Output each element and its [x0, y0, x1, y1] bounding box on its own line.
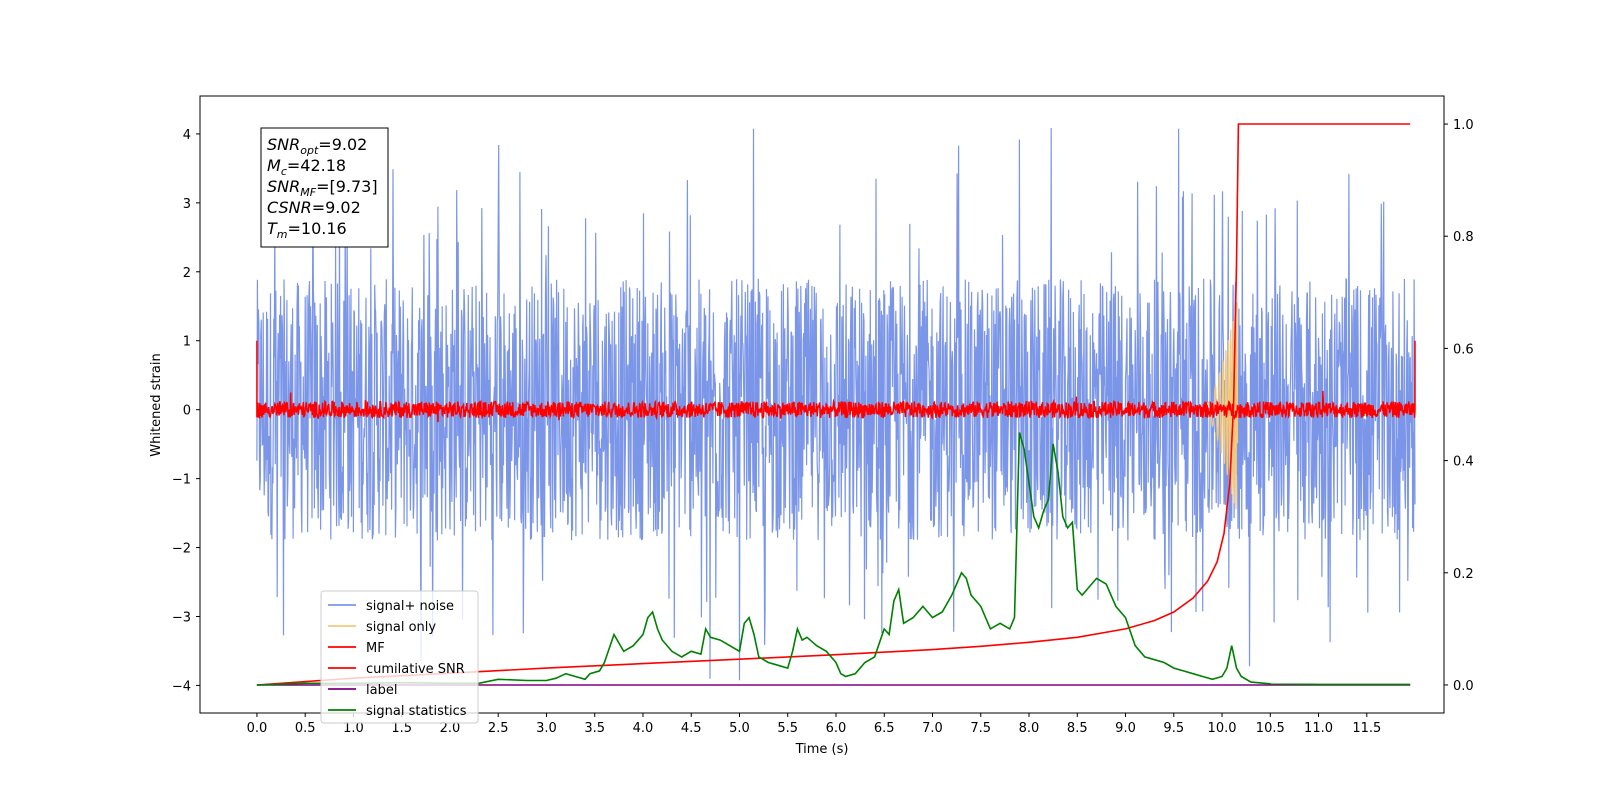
y-axis-label: Whitened strain — [149, 353, 164, 456]
x-tick-label: 10.0 — [1208, 721, 1237, 736]
x-tick-label: 4.0 — [633, 721, 654, 736]
x-tick-label: 9.0 — [1115, 721, 1136, 736]
x-tick-label: 8.5 — [1067, 721, 1088, 736]
y-axis-left: 4 3 2 1 0 −1 −2 −3 −4 — [172, 128, 200, 694]
x-tick-label: 9.5 — [1163, 721, 1184, 736]
x-tick-label: 0.0 — [247, 721, 268, 736]
legend-label: label — [366, 683, 397, 698]
x-tick-label: 1.0 — [343, 721, 364, 736]
y2-tick-label: 0.2 — [1453, 567, 1474, 582]
x-tick-label: 6.5 — [874, 721, 895, 736]
series-signal-only — [1202, 302, 1239, 510]
legend-label: MF — [366, 641, 385, 656]
x-tick-label: 7.5 — [970, 721, 991, 736]
y-tick-label: −3 — [172, 610, 191, 625]
info-line: SNRopt=9.02 — [267, 135, 367, 157]
y-tick-label: 3 — [183, 197, 191, 212]
legend-label: cumilative SNR — [366, 662, 465, 677]
y-tick-label: −1 — [172, 473, 191, 488]
legend-label: signal statistics — [366, 704, 467, 719]
y2-tick-label: 1.0 — [1453, 118, 1474, 133]
series-cumulative-snr — [256, 123, 1411, 686]
x-tick-label: 5.0 — [729, 721, 750, 736]
info-line: CSNR=9.02 — [267, 198, 361, 217]
x-axis: 0.0 0.5 1.0 1.5 2.0 2.5 3.0 3.5 4.0 4.5 5.0 5.5 6.0 6… — [247, 713, 1381, 736]
legend: signal+ noise signal only MF cumilative SNR… — [320, 590, 479, 724]
y2-tick-label: 0.4 — [1453, 455, 1474, 470]
x-tick-label: 5.5 — [777, 721, 798, 736]
y-tick-label: −2 — [172, 542, 191, 557]
x-tick-label: 3.5 — [584, 721, 605, 736]
plot-frame — [199, 95, 1445, 714]
series-signal-noise — [256, 127, 1416, 681]
y-tick-label: −4 — [172, 679, 191, 694]
y2-tick-label: 0.0 — [1453, 679, 1474, 694]
info-box: SNRopt=9.02Mc=42.18SNRMF=[9.73]CSNR=9.02… — [260, 127, 389, 248]
x-axis-label: Time (s) — [795, 742, 849, 757]
y-tick-label: 1 — [183, 335, 191, 350]
info-line: Tm=10.16 — [267, 219, 347, 241]
x-tick-label: 6.0 — [826, 721, 847, 736]
info-line: SNRMF=[9.73] — [267, 177, 378, 199]
series-signal-statistics — [256, 432, 1411, 686]
x-tick-label: 11.5 — [1352, 721, 1381, 736]
series-mf — [256, 340, 1416, 423]
y2-tick-label: 0.8 — [1453, 230, 1474, 245]
y-tick-label: 2 — [183, 266, 191, 281]
x-tick-label: 4.5 — [681, 721, 702, 736]
x-tick-label: 7.0 — [922, 721, 943, 736]
y-tick-label: 0 — [183, 404, 191, 419]
legend-label: signal+ noise — [366, 599, 454, 614]
x-tick-label: 2.5 — [488, 721, 509, 736]
x-tick-label: 0.5 — [295, 721, 316, 736]
x-tick-label: 8.0 — [1019, 721, 1040, 736]
info-line: Mc=42.18 — [267, 156, 346, 178]
y-tick-label: 4 — [183, 128, 191, 143]
x-tick-label: 1.5 — [391, 721, 412, 736]
x-tick-label: 2.0 — [440, 721, 461, 736]
x-tick-label: 11.0 — [1304, 721, 1333, 736]
y2-tick-label: 0.6 — [1453, 342, 1474, 357]
x-tick-label: 10.5 — [1256, 721, 1285, 736]
info-box-frame — [260, 127, 389, 248]
legend-label: signal only — [366, 620, 436, 635]
x-tick-label: 3.0 — [536, 721, 557, 736]
y-axis-right: 1.0 0.8 0.6 0.4 0.2 0.0 — [1444, 118, 1474, 694]
legend-frame — [320, 590, 479, 724]
